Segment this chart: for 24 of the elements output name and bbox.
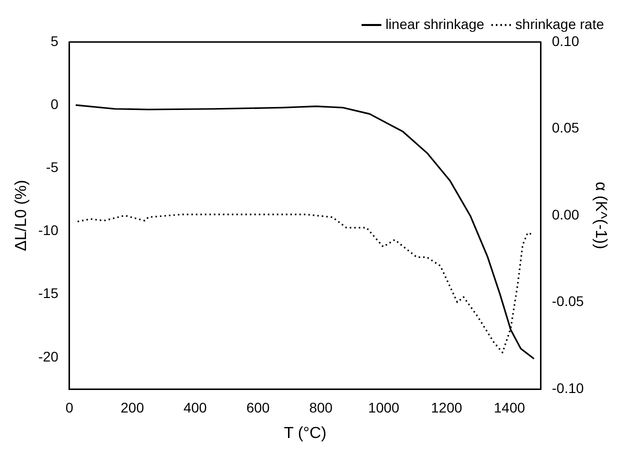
y-tick-label: -10 (38, 222, 59, 238)
x-tick-label: 1000 (368, 399, 400, 416)
y2-tick-label: 0.00 (552, 206, 580, 222)
y-tick-label: 5 (50, 32, 59, 49)
y-tick-label: -15 (38, 285, 59, 302)
y2-tick-label: 0.10 (552, 32, 580, 49)
y-tick-label: -5 (46, 159, 59, 176)
legend-label: linear shrinkage (385, 16, 484, 32)
x-axis-title: T (°C) (284, 424, 326, 442)
y-tick-label: 0 (50, 96, 59, 112)
x-tick-label: 800 (309, 399, 333, 416)
x-tick-label: 400 (183, 399, 208, 416)
x-tick-label: 200 (120, 399, 144, 416)
y2-tick-label: -0.05 (552, 293, 584, 310)
x-tick-label: 1200 (431, 399, 462, 416)
y-tick-label: -20 (38, 348, 59, 364)
x-tick-label: 1400 (494, 399, 526, 416)
y-axis-title: ΔL/L0 (%) (13, 180, 30, 252)
x-tick-label: 600 (246, 399, 270, 416)
x-tick-label: 0 (66, 399, 74, 416)
y2-axis-title: α (K^(-1)) (592, 182, 609, 250)
legend-label: shrinkage rate (515, 16, 604, 32)
y2-tick-label: -0.10 (552, 380, 584, 396)
y2-tick-label: 0.05 (552, 120, 580, 136)
